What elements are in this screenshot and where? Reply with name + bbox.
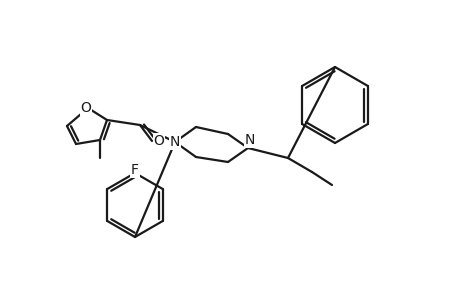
Text: N: N xyxy=(169,135,180,149)
Text: N: N xyxy=(244,133,255,147)
Text: O: O xyxy=(153,134,164,148)
Text: F: F xyxy=(131,163,139,177)
Text: O: O xyxy=(80,101,91,115)
